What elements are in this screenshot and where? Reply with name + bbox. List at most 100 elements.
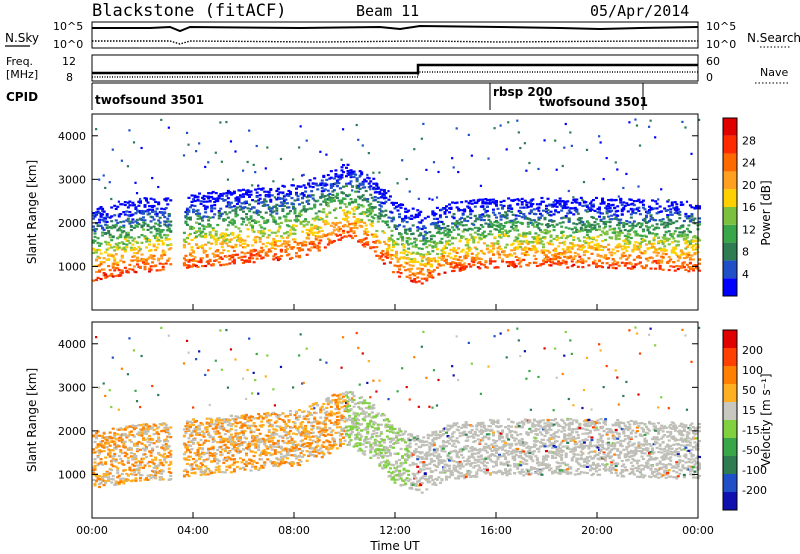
power-point: [260, 226, 264, 229]
power-point: [279, 221, 283, 225]
velocity-point: [219, 329, 222, 332]
power-point: [278, 197, 282, 201]
power-point: [258, 240, 262, 243]
power-point: [648, 242, 652, 245]
velocity-point: [193, 461, 197, 464]
power-point: [120, 231, 124, 234]
power-point: [549, 239, 553, 242]
power-point: [366, 230, 370, 233]
velocity-point: [160, 469, 164, 472]
power-point: [614, 238, 618, 241]
velocity-point: [187, 475, 191, 478]
power-point: [295, 220, 299, 223]
power-point: [116, 263, 120, 267]
power-point: [320, 218, 324, 221]
velocity-point: [122, 477, 126, 480]
power-point: [629, 262, 633, 266]
velocity-point: [196, 453, 200, 456]
velocity-point: [149, 427, 153, 430]
power-point: [269, 200, 273, 203]
velocity-point: [202, 460, 206, 463]
velocity-point: [141, 466, 145, 469]
power-point: [610, 209, 614, 212]
power-point: [251, 199, 255, 202]
power-point: [352, 215, 356, 218]
power-point: [498, 225, 502, 229]
velocity-point: [167, 470, 171, 474]
power-point: [264, 200, 268, 203]
power-point: [451, 242, 455, 245]
power-point: [514, 221, 518, 224]
velocity-point: [98, 485, 102, 489]
power-point: [320, 193, 324, 196]
power-point: [651, 245, 655, 249]
power-point: [482, 252, 486, 255]
power-point: [361, 144, 364, 147]
power-point: [93, 249, 97, 252]
power-point: [528, 232, 532, 235]
power-point: [134, 224, 138, 227]
power-point: [107, 258, 111, 261]
power-point: [511, 199, 515, 202]
power-point: [110, 239, 114, 242]
power-point: [363, 178, 367, 181]
velocity-point: [199, 447, 203, 450]
velocity-point: [229, 458, 233, 461]
power-point: [222, 241, 226, 244]
power-point: [461, 265, 465, 269]
power-point: [472, 263, 476, 267]
power-point: [199, 258, 203, 261]
power-point: [98, 178, 101, 181]
power-point: [428, 240, 432, 243]
power-point: [540, 214, 544, 217]
velocity-point: [134, 456, 138, 459]
velocity-point: [102, 483, 106, 487]
velocity-point: [163, 426, 167, 429]
power-point: [655, 233, 659, 236]
power-point: [573, 198, 577, 201]
velocity-point: [134, 454, 138, 458]
power-point: [543, 218, 547, 221]
power-point: [191, 210, 195, 214]
power-point: [558, 203, 562, 206]
nave-tick-low: 0: [706, 71, 713, 84]
power-point: [202, 251, 206, 254]
power-point: [569, 251, 573, 254]
power-point: [225, 194, 229, 197]
power-point: [137, 210, 141, 213]
power-point: [285, 206, 289, 209]
power-point: [376, 197, 380, 200]
power-point: [549, 234, 553, 237]
power-point: [455, 251, 459, 254]
power-point: [458, 218, 462, 221]
power-point: [187, 143, 190, 146]
power-point: [204, 206, 208, 210]
velocity-point: [151, 474, 155, 477]
power-point: [617, 243, 621, 246]
power-point: [399, 203, 403, 206]
power-point: [560, 231, 564, 235]
power-point: [476, 233, 480, 236]
power-point: [391, 271, 395, 274]
power-point: [370, 196, 374, 199]
power-point: [313, 246, 317, 249]
power-point: [467, 206, 471, 209]
power-point: [507, 254, 511, 257]
power-point: [561, 206, 565, 210]
power-point: [382, 202, 386, 205]
power-point: [470, 256, 474, 259]
power-point: [429, 265, 433, 268]
power-point: [296, 247, 300, 250]
power-point: [260, 188, 264, 191]
power-point: [105, 258, 109, 261]
power-point: [401, 236, 405, 239]
power-point: [375, 239, 379, 243]
velocity-point: [135, 448, 139, 451]
power-point: [694, 236, 698, 239]
velocity-point: [229, 440, 233, 443]
power-point: [261, 242, 265, 246]
power-point: [338, 227, 342, 231]
power-point: [281, 204, 285, 207]
power-point: [375, 187, 379, 190]
power-point: [611, 262, 615, 265]
